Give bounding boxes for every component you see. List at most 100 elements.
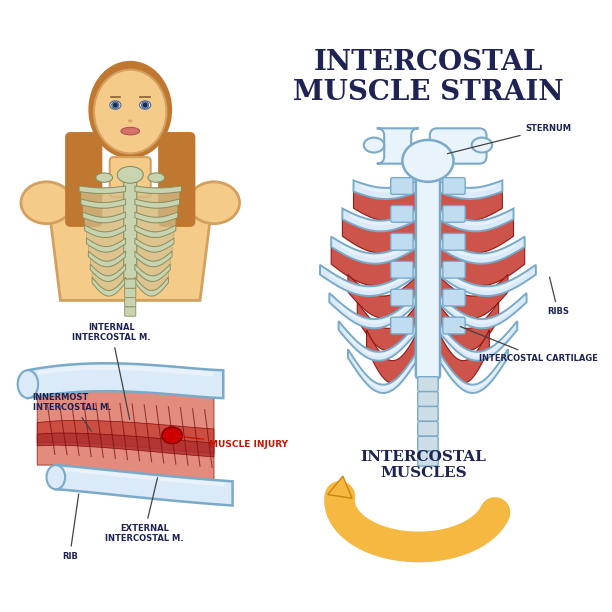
Polygon shape — [367, 330, 419, 383]
Polygon shape — [331, 237, 419, 264]
FancyBboxPatch shape — [125, 288, 136, 297]
Ellipse shape — [47, 465, 65, 489]
Polygon shape — [446, 303, 517, 324]
Polygon shape — [86, 231, 125, 247]
Ellipse shape — [148, 173, 165, 182]
Ellipse shape — [110, 101, 121, 109]
Polygon shape — [88, 244, 125, 261]
Circle shape — [143, 103, 147, 107]
Polygon shape — [135, 199, 179, 208]
Polygon shape — [135, 238, 174, 252]
Polygon shape — [348, 349, 419, 393]
Polygon shape — [437, 265, 536, 296]
Polygon shape — [444, 362, 501, 389]
Polygon shape — [135, 225, 176, 237]
Polygon shape — [135, 264, 170, 282]
Polygon shape — [437, 302, 499, 351]
Polygon shape — [437, 330, 490, 383]
Polygon shape — [135, 204, 177, 217]
Polygon shape — [437, 181, 502, 199]
Ellipse shape — [162, 427, 182, 444]
FancyBboxPatch shape — [443, 206, 465, 222]
Polygon shape — [135, 231, 174, 247]
FancyBboxPatch shape — [418, 421, 438, 436]
Polygon shape — [86, 238, 125, 252]
Polygon shape — [135, 270, 168, 291]
FancyBboxPatch shape — [125, 279, 136, 288]
Polygon shape — [37, 433, 214, 457]
Polygon shape — [83, 212, 125, 223]
Ellipse shape — [364, 138, 384, 152]
Polygon shape — [83, 204, 125, 217]
Polygon shape — [320, 265, 419, 296]
Polygon shape — [90, 256, 125, 276]
Polygon shape — [88, 251, 125, 267]
FancyBboxPatch shape — [390, 233, 413, 250]
FancyBboxPatch shape — [443, 289, 465, 306]
Ellipse shape — [402, 140, 453, 182]
FancyBboxPatch shape — [418, 392, 438, 406]
Polygon shape — [437, 192, 502, 220]
Polygon shape — [79, 186, 125, 193]
Polygon shape — [437, 219, 513, 253]
FancyBboxPatch shape — [125, 297, 136, 307]
Circle shape — [113, 103, 118, 107]
Polygon shape — [81, 192, 125, 203]
Polygon shape — [84, 225, 125, 237]
FancyBboxPatch shape — [443, 261, 465, 278]
Polygon shape — [342, 209, 419, 231]
Polygon shape — [330, 274, 409, 291]
Text: RIBS: RIBS — [547, 277, 569, 316]
FancyBboxPatch shape — [390, 261, 413, 278]
FancyBboxPatch shape — [418, 377, 438, 392]
Polygon shape — [437, 293, 526, 328]
FancyBboxPatch shape — [390, 289, 413, 306]
Ellipse shape — [88, 61, 172, 159]
Text: STERNUM: STERNUM — [447, 124, 572, 154]
Polygon shape — [331, 247, 419, 286]
FancyBboxPatch shape — [418, 451, 438, 466]
Polygon shape — [28, 364, 223, 398]
Polygon shape — [446, 244, 516, 258]
Polygon shape — [56, 465, 233, 506]
Polygon shape — [92, 277, 125, 296]
FancyBboxPatch shape — [125, 307, 136, 316]
Polygon shape — [354, 192, 419, 220]
Ellipse shape — [188, 182, 239, 223]
Ellipse shape — [94, 70, 166, 154]
FancyBboxPatch shape — [390, 206, 413, 222]
FancyBboxPatch shape — [418, 406, 438, 421]
Polygon shape — [437, 247, 524, 286]
FancyBboxPatch shape — [430, 129, 487, 163]
Polygon shape — [135, 251, 172, 267]
FancyBboxPatch shape — [158, 132, 195, 227]
Polygon shape — [350, 214, 411, 225]
Polygon shape — [437, 321, 517, 360]
Polygon shape — [437, 275, 508, 318]
Polygon shape — [348, 275, 419, 318]
Polygon shape — [90, 264, 125, 282]
Ellipse shape — [21, 182, 72, 223]
Polygon shape — [92, 270, 125, 291]
Text: MUSCLE INJURY: MUSCLE INJURY — [175, 436, 288, 449]
Ellipse shape — [111, 102, 119, 108]
Polygon shape — [327, 476, 352, 498]
Text: INTERNAL
INTERCOSTAL M.: INTERNAL INTERCOSTAL M. — [72, 323, 151, 420]
Polygon shape — [135, 186, 181, 193]
Polygon shape — [135, 277, 168, 296]
Polygon shape — [135, 244, 172, 261]
Polygon shape — [65, 468, 223, 487]
Polygon shape — [338, 321, 419, 360]
Ellipse shape — [18, 370, 38, 398]
Text: INTERCOSTAL CARTILAGE: INTERCOSTAL CARTILAGE — [460, 327, 598, 362]
FancyBboxPatch shape — [110, 157, 151, 197]
Ellipse shape — [96, 173, 113, 182]
FancyBboxPatch shape — [390, 177, 413, 195]
Polygon shape — [81, 199, 125, 208]
FancyBboxPatch shape — [443, 177, 465, 195]
Polygon shape — [437, 209, 513, 231]
Text: MUSCLE STRAIN: MUSCLE STRAIN — [293, 79, 563, 106]
Ellipse shape — [140, 101, 151, 109]
Polygon shape — [360, 185, 412, 193]
Polygon shape — [347, 333, 411, 356]
